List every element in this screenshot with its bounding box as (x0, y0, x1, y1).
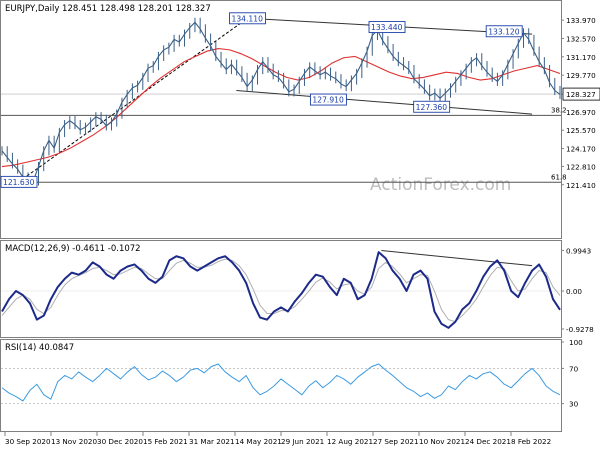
x-tick-label: 24 Dec 2021 (465, 437, 511, 446)
price-panel-frame (0, 0, 562, 239)
last-price-box (562, 87, 600, 101)
x-tick-label: 10 Nov 2021 (419, 437, 465, 446)
price-y-tick-label: 121.410 (566, 181, 596, 190)
x-tick-label: 8 Feb 2022 (511, 437, 551, 446)
price-annotation-box (0, 175, 38, 188)
price-y-tick-label: 124.170 (566, 145, 596, 154)
price-annotation-label: 127.360 (416, 103, 448, 112)
price-y-tick-label: 131.170 (566, 53, 596, 62)
fib-level-label: 38.2 (551, 106, 567, 114)
macd-panel-frame (0, 240, 562, 338)
rsi-y-tick-label: 30 (569, 400, 579, 409)
price-y-tick-label: 129.770 (566, 71, 596, 80)
x-tick-label: 27 Sep 2021 (373, 437, 419, 446)
price-annotation-label: 133.120 (488, 27, 520, 36)
x-tick-label: 13 Nov 2020 (51, 437, 97, 446)
macd-y-axis: 0.9943 0.00 -0.9278 (561, 246, 594, 334)
rsi-y-axis: 100 70 30 (561, 338, 583, 409)
watermark: ActionForex.com (370, 175, 511, 195)
rsi-line-path (1, 363, 561, 402)
price-annotation-label: 134.110 (232, 14, 264, 23)
price-y-axis: 133.970 132.570 131.170 129.770 128.327 126.9… (561, 16, 600, 190)
macd-trendlines (381, 250, 533, 267)
price-annotation-label: 133.440 (371, 23, 403, 32)
price-annotation-box (368, 21, 406, 34)
price-annotation-label: 121.630 (3, 178, 35, 187)
rsi-panel-frame (0, 339, 562, 432)
x-tick-label: 15 Feb 2021 (143, 437, 188, 446)
macd-title: MACD(12,26,9) -0.4611 -0.1072 (5, 244, 141, 254)
rsi-title: RSI(14) 40.0847 (5, 343, 74, 353)
price-annotation-label: 127.910 (312, 96, 344, 105)
macd-signal-line (1, 258, 561, 323)
macd-main-line (1, 251, 561, 329)
rsi-y-tick-label: 100 (569, 338, 583, 347)
price-trendline (236, 90, 533, 115)
x-tick-label: 30 Sep 2020 (5, 437, 51, 446)
x-tick-label: 14 May 2021 (235, 437, 282, 446)
price-y-tick-label: 132.570 (566, 34, 596, 43)
price-annotation-box (309, 93, 347, 106)
x-tick-label: 31 Mar 2021 (189, 437, 235, 446)
macd-y-tick-label: -0.9278 (566, 325, 594, 334)
rsi-y-tick-label: 70 (569, 364, 579, 373)
price-close-line (1, 21, 561, 183)
moving-average-line (1, 48, 561, 168)
price-annotation-box (485, 25, 523, 38)
fib-level-label: 61.8 (551, 173, 567, 181)
macd-y-tick-label: 0.00 (566, 287, 582, 296)
price-y-tick-label: 122.810 (566, 162, 596, 171)
x-tick-label: 30 Dec 2020 (97, 437, 143, 446)
rsi-levels (1, 367, 561, 405)
price-y-tick-label: 126.970 (566, 108, 596, 117)
price-y-tick-label: 125.570 (566, 126, 596, 135)
rsi-line (1, 363, 561, 402)
price-y-tick-label: 133.970 (566, 16, 596, 25)
price-title: EURJPY,Daily 128.451 128.498 128.201 128… (5, 4, 211, 14)
price-y-tick-label: 128.327 (566, 90, 596, 99)
x-axis: 30 Sep 2020 13 Nov 2020 30 Dec 2020 15 Feb … (4, 432, 551, 446)
macd-trendline (381, 250, 533, 267)
price-levels: 38.2 61.8 (1, 93, 567, 183)
price-annotation-box (229, 12, 266, 25)
price-ma-line (1, 48, 561, 168)
x-tick-label: 12 Aug 2021 (327, 437, 373, 446)
price-annotation-box (413, 100, 451, 113)
macd-lines (1, 251, 561, 329)
x-tick-label: 29 Jun 2021 (281, 437, 324, 446)
price-bars (1, 17, 561, 187)
macd-y-tick-label: 0.9943 (566, 246, 591, 255)
price-annotations: 134.110 133.440 133.120 127.910 127.360 121.6… (0, 12, 523, 188)
